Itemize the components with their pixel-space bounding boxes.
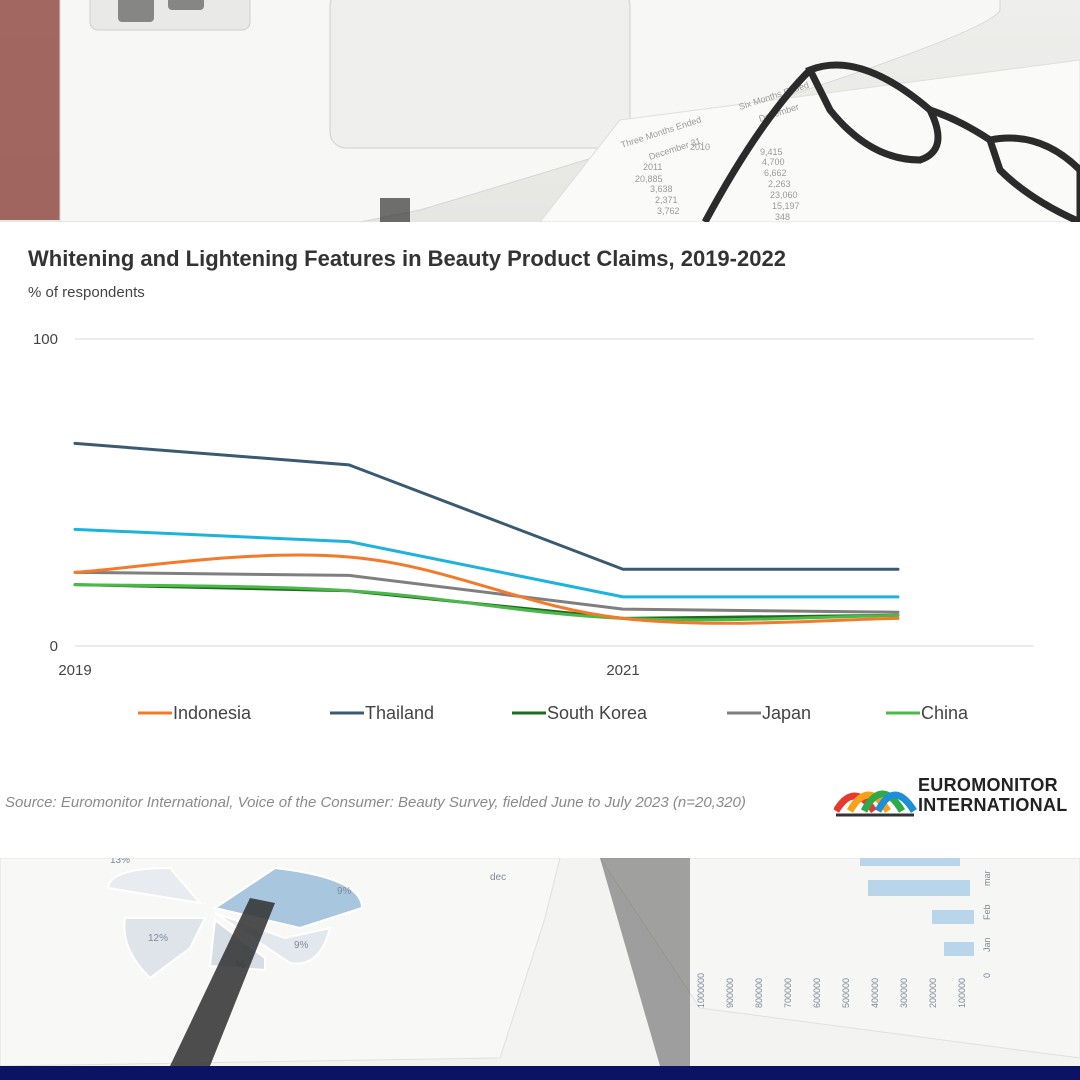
laptop-touchpad (329, 0, 631, 149)
logo-arches-icon (834, 790, 917, 817)
statement-text: 2011 (643, 162, 662, 172)
statement-text: 23,060 (770, 190, 798, 200)
footer-bar (0, 1066, 1080, 1080)
chart-title: Whitening and Lightening Features in Bea… (28, 246, 786, 271)
statement-text: 15,197 (772, 201, 800, 211)
pen-shape (170, 898, 275, 1066)
statement-text: 6,662 (764, 168, 787, 178)
statement-text: 3,762 (657, 206, 680, 216)
pie-label: 9% (294, 940, 309, 951)
axis-label: 0 (982, 973, 992, 978)
y-tick-label: 0 (50, 638, 58, 655)
axis-number: 500000 (841, 978, 851, 1008)
statement-text: 20,885 (635, 174, 663, 184)
legend-label: Indonesia (173, 703, 252, 723)
x-tick-label: 2021 (606, 662, 639, 679)
pie-label: 12% (148, 933, 168, 944)
axis-number: 900000 (725, 978, 735, 1008)
axis-number: 400000 (870, 978, 880, 1008)
legend-label: China (921, 703, 969, 723)
legend-label: Japan (762, 703, 811, 723)
bar-axis-labels: mar Feb Jan 0 (982, 870, 992, 978)
axis-number: 300000 (899, 978, 909, 1008)
statement-text: 348 (775, 212, 790, 222)
axis-number: 1000000 (696, 973, 706, 1008)
source-note: Source: Euromonitor International, Voice… (5, 794, 746, 811)
paper-sheet (539, 59, 1080, 222)
series-line-china (73, 583, 900, 622)
tablet-edge (600, 858, 690, 1066)
pie-label: dec (490, 872, 506, 883)
legend-label: South Korea (547, 703, 648, 723)
axis-label: Feb (982, 904, 992, 920)
axis-number: 800000 (754, 978, 764, 1008)
chart-subtitle: % of respondents (28, 284, 145, 301)
desk-charts-illustration: 13% 12% 9% 9% % dec mar Feb Jan 0 100000… (0, 858, 1080, 1066)
statement-text: 4,700 (762, 157, 785, 167)
pie-label: 9% (337, 886, 352, 897)
axis-number: 100000 (957, 978, 967, 1008)
logo-text-line2: INTERNATIONAL (918, 795, 1068, 815)
statement-text: 9,415 (760, 147, 783, 157)
axis-number: 700000 (783, 978, 793, 1008)
series-line-unlabeled (73, 527, 900, 599)
statement-text: 2,263 (768, 179, 791, 189)
legend-label: Thailand (365, 703, 434, 723)
series-line-south-korea (73, 583, 900, 620)
series-line-thailand (73, 441, 900, 571)
bar-chart-graphic (860, 858, 974, 956)
laptop-key (118, 0, 154, 22)
statement-text: 2,371 (655, 195, 678, 205)
logo-text-line1: EUROMONITOR (918, 775, 1058, 795)
bar-axis-numbers: 100000 200000 300000 400000 500000 600000 7000… (696, 973, 967, 1008)
glasses-icon (701, 61, 1080, 222)
axis-number: 200000 (928, 978, 938, 1008)
y-tick-label: 100 (33, 331, 58, 348)
laptop-key (168, 0, 204, 10)
series-line-indonesia (73, 553, 900, 625)
x-tick-label: 2019 (58, 662, 91, 679)
series-line-japan (73, 570, 900, 614)
pen-shape (380, 198, 410, 222)
paper-sheet (0, 858, 561, 1066)
axis-label: mar (982, 870, 992, 886)
background-photo-bottom: 13% 12% 9% 9% % dec mar Feb Jan 0 100000… (0, 858, 1080, 1066)
axis-number: 600000 (812, 978, 822, 1008)
chart-card: Whitening and Lightening Features in Bea… (0, 222, 1080, 858)
pie-label: 13% (110, 858, 130, 866)
background-photo-top: Three Months Ended December 31, Six Mont… (0, 0, 1080, 222)
statement-text: 2010 (690, 142, 710, 152)
desk-illustration: Three Months Ended December 31, Six Mont… (0, 0, 1080, 222)
axis-label: Jan (982, 937, 992, 952)
euromonitor-logo: EUROMONITOR INTERNATIONAL (834, 775, 1074, 819)
statement-text: 3,638 (650, 184, 673, 194)
